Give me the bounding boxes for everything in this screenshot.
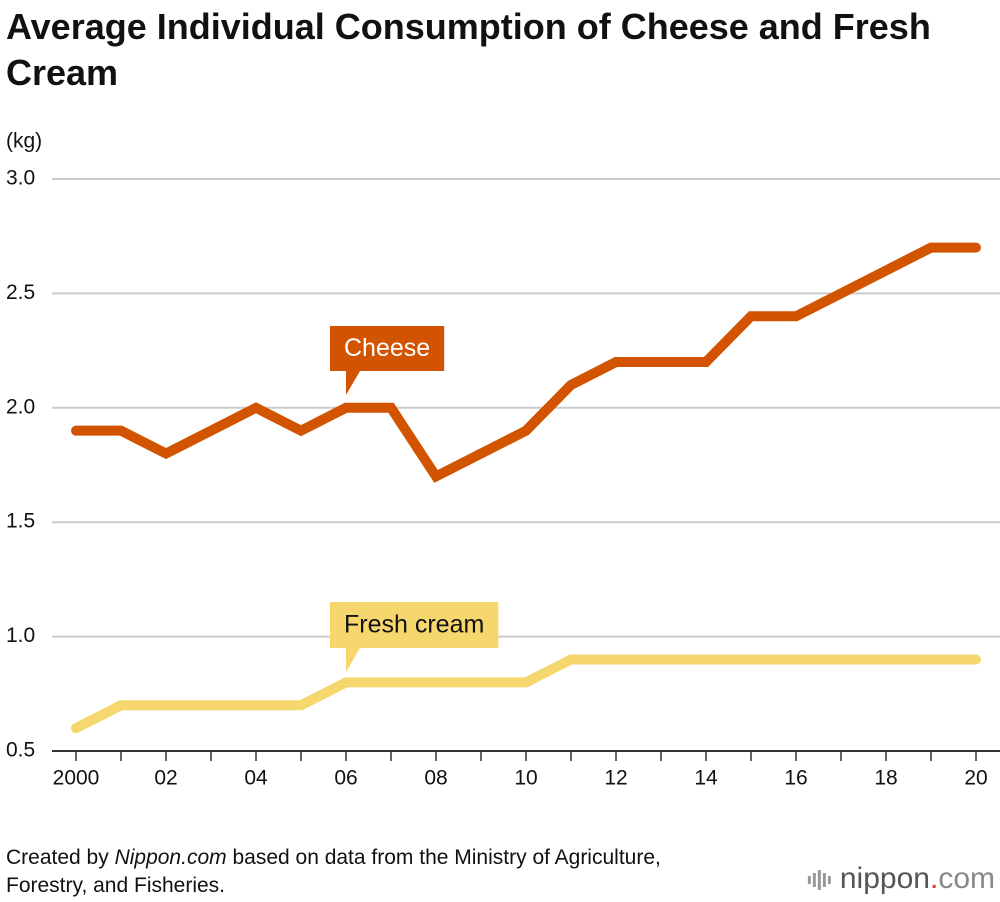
source-note: Created by Nippon.com based on data from…	[6, 844, 666, 900]
logo-icon	[827, 876, 831, 884]
y-axis-label: (kg)	[6, 130, 42, 153]
x-tick-label: 08	[424, 767, 447, 790]
logo-icon	[812, 873, 816, 887]
logo-part: .	[930, 862, 938, 895]
x-tick-label: 04	[244, 767, 268, 790]
legend-label: Cheese	[344, 334, 430, 362]
series-callout: Fresh cream	[330, 602, 499, 672]
series-line	[71, 654, 981, 734]
callout-box	[330, 326, 445, 395]
logo-part: com	[938, 862, 995, 895]
source-text: Created by	[6, 846, 115, 869]
x-tick-label: 20	[964, 767, 987, 790]
y-tick-label: 0.5	[6, 739, 35, 762]
callout-box	[330, 602, 499, 672]
x-tick-label: 18	[874, 767, 897, 790]
x-tick-label: 10	[514, 767, 537, 790]
source-text: based on data from the Ministry of Agric…	[6, 846, 661, 897]
source-text: Nippon.com	[114, 846, 227, 869]
legend-label: Fresh cream	[344, 611, 484, 639]
logo-part: nippon	[840, 862, 930, 895]
logo: nippon.com	[840, 862, 995, 895]
logo-icon	[822, 873, 826, 887]
logo-icon	[817, 870, 821, 890]
y-tick-label: 3.0	[6, 167, 35, 190]
chart-title: Average Individual Consumption of Cheese…	[6, 6, 931, 93]
x-tick-label: 06	[334, 767, 357, 790]
y-tick-label: 2.0	[6, 395, 35, 418]
y-tick-label: 1.5	[6, 510, 35, 533]
series-line	[71, 242, 981, 483]
logo-icon	[807, 876, 811, 884]
y-tick-label: 2.5	[6, 281, 35, 304]
x-tick-label: 14	[694, 767, 718, 790]
y-tick-label: 1.0	[6, 624, 35, 647]
x-tick-label: 12	[604, 767, 627, 790]
x-tick-label: 2000	[53, 767, 100, 790]
x-tick-label: 02	[154, 767, 177, 790]
series-callout: Cheese	[330, 326, 445, 395]
x-tick-label: 16	[784, 767, 807, 790]
